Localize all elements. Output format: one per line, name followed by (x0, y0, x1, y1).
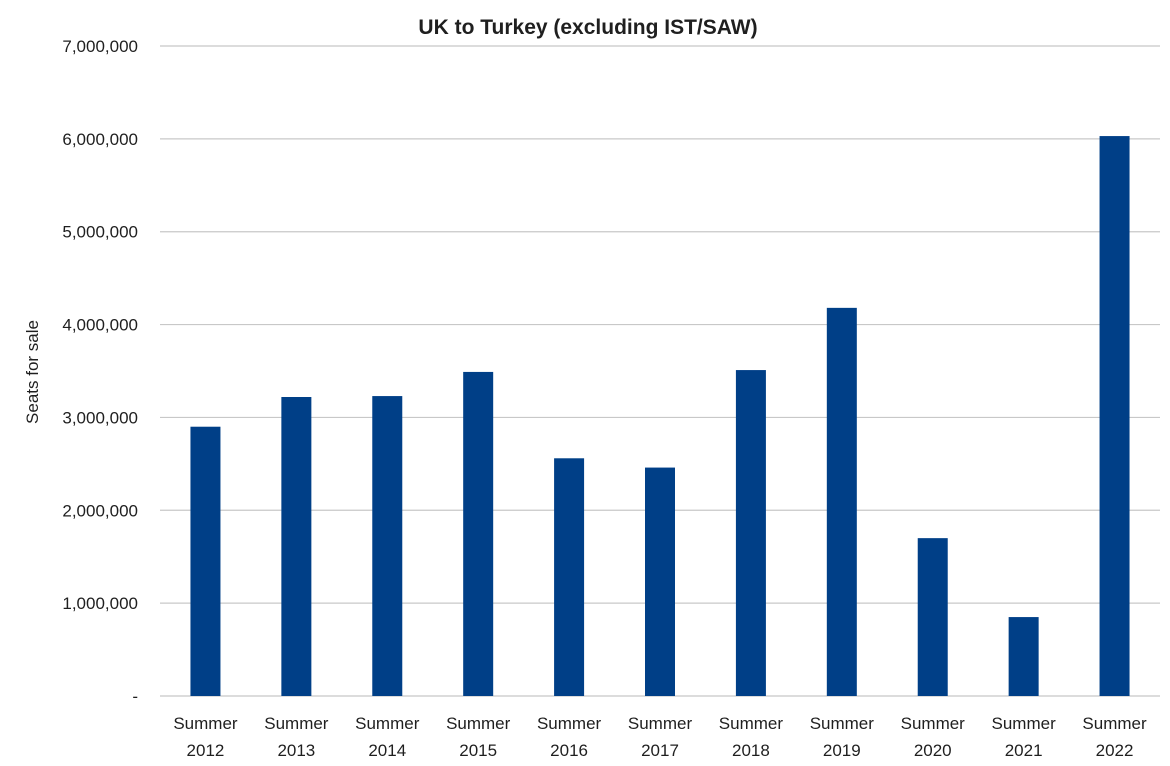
x-tick-label-line: 2014 (368, 741, 406, 760)
x-tick-label-line: Summer (810, 714, 875, 733)
x-tick-label-line: 2019 (823, 741, 861, 760)
x-tick-label-line: Summer (901, 714, 966, 733)
x-tick-label-line: 2012 (187, 741, 225, 760)
x-tick-label-line: 2015 (459, 741, 497, 760)
x-tick-label: Summer 2017 (628, 714, 693, 760)
y-tick-label: 7,000,000 (62, 37, 138, 56)
x-tick-label: Summer 2021 (992, 714, 1057, 760)
x-tick-label-line: Summer (1082, 714, 1147, 733)
x-tick-label-line: 2021 (1005, 741, 1043, 760)
x-tick-label: Summer 2013 (264, 714, 329, 760)
bar (826, 307, 857, 696)
bar (190, 426, 221, 696)
x-tick-label: Summer 2019 (810, 714, 875, 760)
y-tick-label: - (132, 687, 138, 706)
x-tick-label-line: 2016 (550, 741, 588, 760)
bars (190, 136, 1130, 697)
x-tick-label-line: 2013 (277, 741, 315, 760)
x-tick-label-line: Summer (628, 714, 693, 733)
bar (281, 397, 312, 696)
y-tick-label: 2,000,000 (62, 501, 138, 520)
x-tick-label: Summer 2012 (173, 714, 238, 760)
bar (1008, 617, 1039, 696)
y-axis-ticks: - 1,000,000 2,000,000 3,000,000 4,000,000 5,0… (62, 37, 138, 706)
y-tick-label: 5,000,000 (62, 223, 138, 242)
x-tick-label-line: Summer (264, 714, 329, 733)
x-tick-label-line: 2020 (914, 741, 952, 760)
y-axis-label: Seats for sale (23, 320, 42, 424)
bar (735, 370, 766, 696)
y-tick-label: 3,000,000 (62, 408, 138, 427)
bar (645, 467, 675, 696)
y-tick-label: 6,000,000 (62, 130, 138, 149)
x-tick-label-line: Summer (537, 714, 602, 733)
bar (554, 458, 585, 696)
x-tick-label: Summer 2016 (537, 714, 602, 760)
x-tick-label: Summer 2020 (901, 714, 966, 760)
x-tick-label-line: Summer (173, 714, 238, 733)
x-tick-label-line: Summer (446, 714, 511, 733)
x-tick-label-line: 2017 (641, 741, 679, 760)
x-axis-ticks: Summer 2012 Summer 2013 Summer 2014 Summer 2015… (173, 714, 1147, 760)
x-tick-label-line: 2018 (732, 741, 770, 760)
bar (1099, 136, 1130, 697)
chart-title: UK to Turkey (excluding IST/SAW) (418, 16, 757, 39)
x-tick-label: Summer 2015 (446, 714, 511, 760)
bar (372, 396, 403, 696)
x-tick-label-line: Summer (992, 714, 1057, 733)
y-tick-label: 4,000,000 (62, 316, 138, 335)
bar (463, 371, 494, 696)
x-tick-label: Summer 2022 (1082, 714, 1147, 760)
x-tick-label-line: Summer (355, 714, 420, 733)
x-tick-label-line: 2022 (1096, 741, 1134, 760)
y-tick-label: 1,000,000 (62, 594, 138, 613)
x-tick-label-line: Summer (719, 714, 784, 733)
bar (917, 538, 948, 696)
x-tick-label: Summer 2018 (719, 714, 784, 760)
x-tick-label: Summer 2014 (355, 714, 420, 760)
